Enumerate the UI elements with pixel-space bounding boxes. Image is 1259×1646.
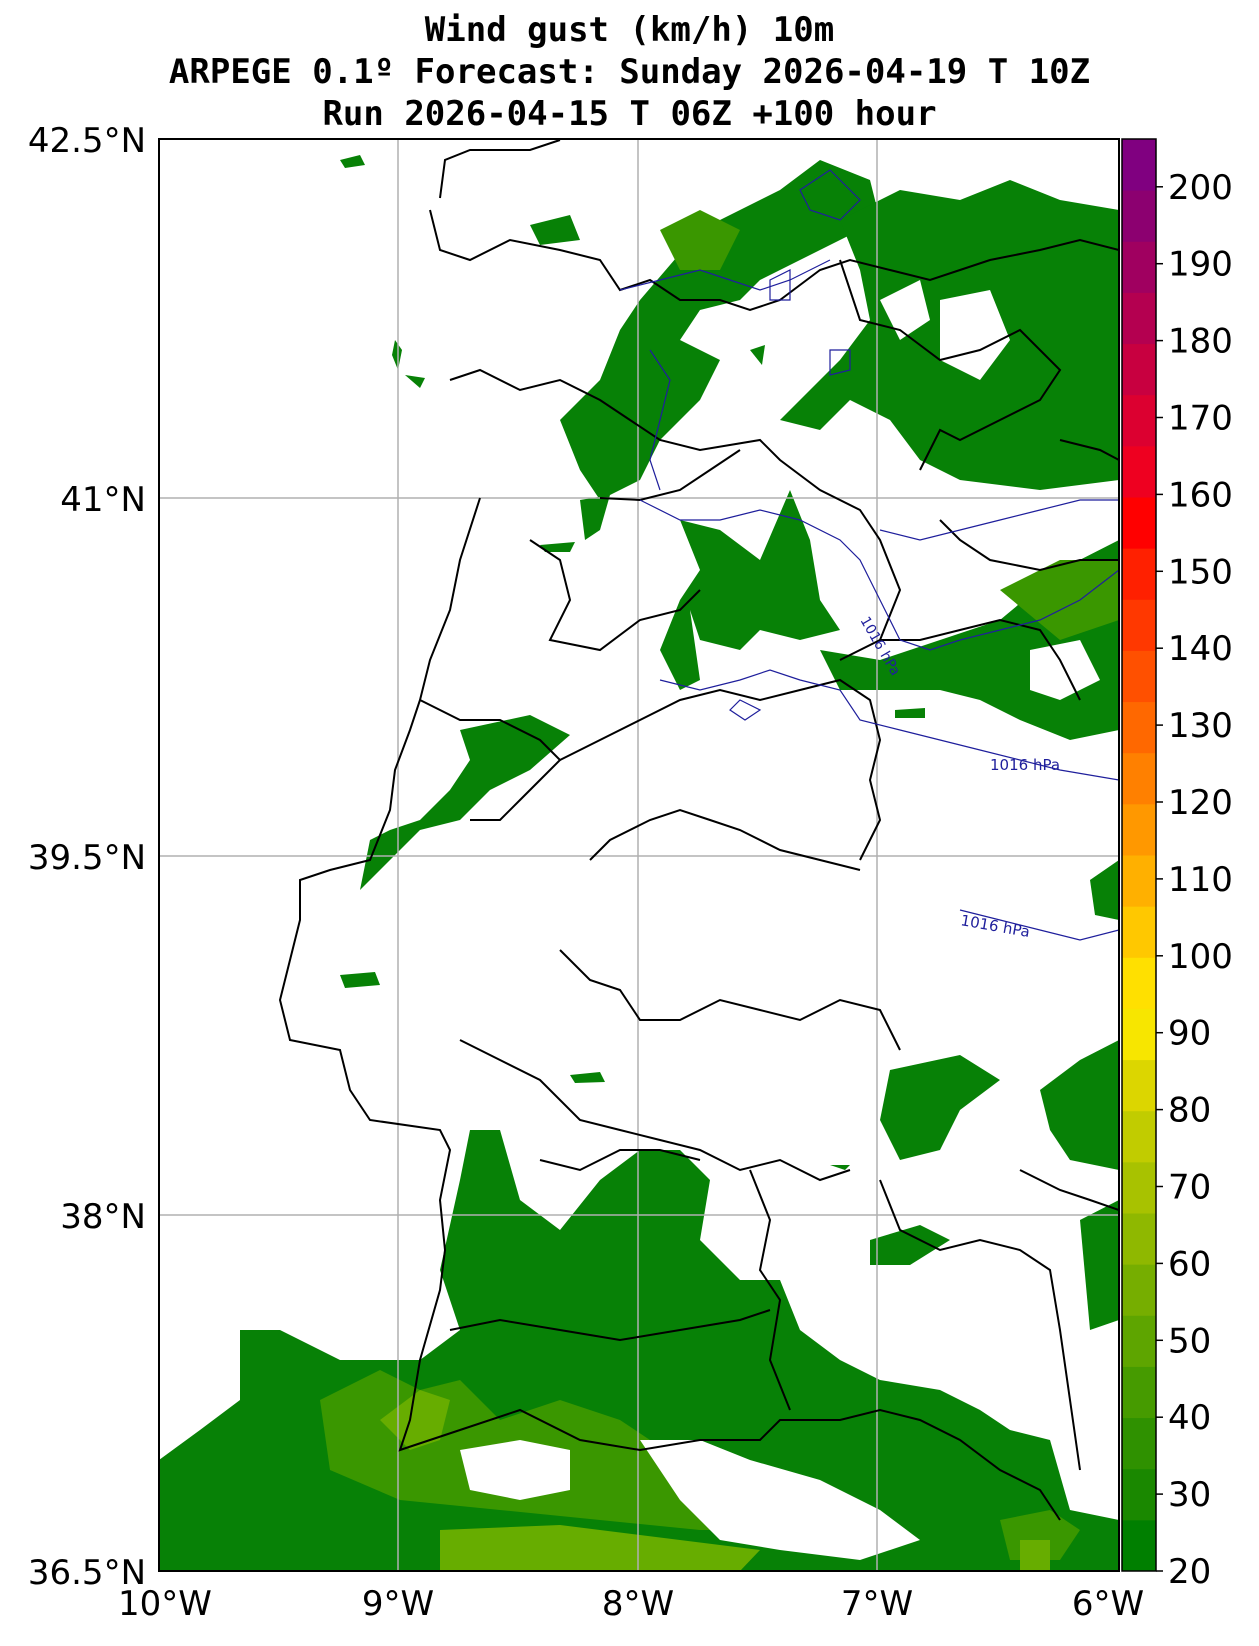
lat-label: 42.5°N (28, 121, 146, 161)
colorbar-tick-label: 50 (1168, 1321, 1211, 1361)
colorbar-labels: 20 30 40 50 60 70 80 90 100 110 120 130 140 150 160 170… (1156, 168, 1233, 1592)
colorbar-segment (1122, 1468, 1156, 1521)
colorbar-segment (1122, 650, 1156, 703)
lon-label: 8°W (602, 1584, 674, 1624)
colorbar-tick-label: 110 (1168, 860, 1233, 900)
lon-label: 7°W (841, 1584, 913, 1624)
colorbar-segment (1122, 343, 1156, 396)
colorbar-tick-label: 140 (1168, 629, 1233, 669)
colorbar-segment (1122, 1366, 1156, 1419)
colorbar-tick-label: 200 (1168, 168, 1233, 208)
colorbar-segment (1122, 701, 1156, 754)
colorbar-segment (1122, 957, 1156, 1009)
chart-title-line-3: Run 2026-04-15 T 06Z +100 hour (322, 94, 937, 134)
graticule (159, 139, 1119, 1571)
colorbar-segment (1122, 190, 1156, 242)
isobars (619, 169, 1119, 941)
colorbar-segment (1122, 1213, 1156, 1265)
colorbar-segment (1122, 548, 1156, 600)
colorbar-tick-label: 100 (1168, 937, 1233, 977)
colorbar-segment (1122, 241, 1156, 293)
longitude-labels: 10°W 9°W 8°W 7°W 6°W (118, 1584, 1144, 1624)
colorbar-tick-label: 30 (1168, 1475, 1211, 1515)
colorbar-segment (1122, 1110, 1156, 1163)
colorbar-segment (1122, 803, 1156, 856)
wind-gust-field (159, 155, 1119, 1571)
colorbar-segment (1122, 1315, 1156, 1367)
lon-label: 6°W (1072, 1584, 1144, 1624)
colorbar-segment (1122, 497, 1156, 549)
colorbar-frame (1121, 138, 1157, 1572)
colorbar-segment (1122, 139, 1156, 191)
chart-title-line-1: Wind gust (km/h) 10m (424, 10, 835, 50)
colorbar-segment (1122, 445, 1156, 498)
colorbar-segment (1122, 752, 1156, 805)
lat-label: 39.5°N (28, 838, 146, 878)
colorbar-tick-label: 170 (1168, 399, 1233, 439)
map-frame (158, 138, 1120, 1572)
colorbar (1121, 138, 1157, 1572)
lat-label: 41°N (60, 480, 146, 520)
latitude-labels: 42.5°N 41°N 39.5°N 38°N 36.5°N (28, 121, 146, 1593)
colorbar-segment (1122, 599, 1156, 651)
colorbar-tick-label: 60 (1168, 1244, 1211, 1284)
colorbar-tick-label: 130 (1168, 706, 1233, 746)
colorbar-segment (1122, 1008, 1156, 1061)
colorbar-segment (1122, 1161, 1156, 1214)
lat-label: 36.5°N (28, 1553, 146, 1593)
colorbar-segment (1122, 1059, 1156, 1112)
colorbar-segment (1122, 1519, 1156, 1572)
colorbar-tick-label: 80 (1168, 1091, 1211, 1131)
lon-label: 10°W (118, 1584, 212, 1624)
lon-label: 9°W (362, 1584, 434, 1624)
colorbar-tick-label: 150 (1168, 552, 1233, 592)
colorbar-segment (1122, 1264, 1156, 1316)
colorbar-segment (1122, 855, 1156, 907)
colorbar-tick-label: 90 (1168, 1014, 1211, 1054)
colorbar-tick-label: 160 (1168, 475, 1233, 515)
lat-label: 38°N (60, 1197, 146, 1237)
colorbar-tick-label: 180 (1168, 322, 1233, 362)
borders (278, 139, 1119, 1521)
chart-title-line-2: ARPEGE 0.1º Forecast: Sunday 2026-04-19 … (168, 52, 1091, 92)
colorbar-tick-label: 40 (1168, 1398, 1211, 1438)
colorbar-segment (1122, 394, 1156, 447)
isobar-label-2: 1016 hPa (990, 756, 1060, 774)
colorbar-segment (1122, 1417, 1156, 1470)
colorbar-segment (1122, 906, 1156, 958)
colorbar-segment (1122, 292, 1156, 345)
colorbar-tick-label: 20 (1168, 1552, 1211, 1592)
colorbar-tick-label: 190 (1168, 245, 1233, 285)
colorbar-tick-label: 120 (1168, 783, 1233, 823)
colorbar-tick-label: 70 (1168, 1168, 1211, 1208)
